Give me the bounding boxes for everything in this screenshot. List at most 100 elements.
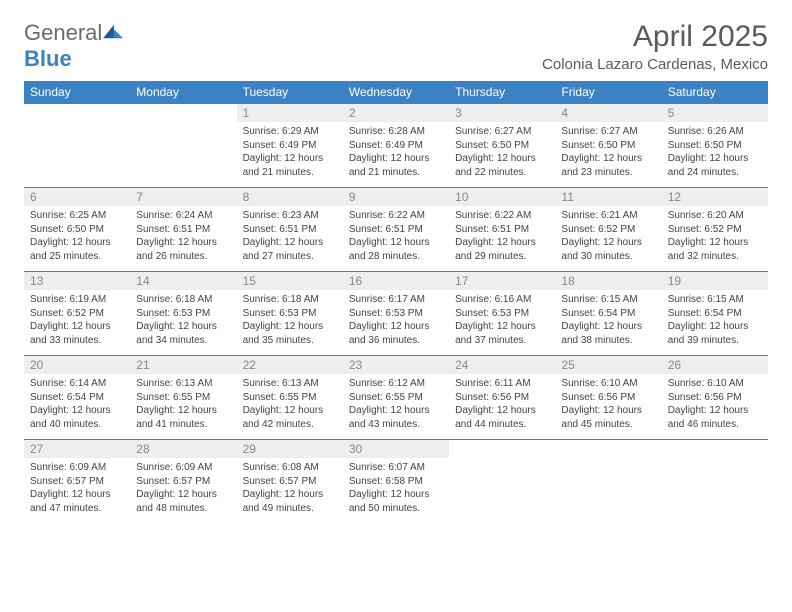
sunrise-value: 6:22 AM (495, 210, 532, 221)
week-data-row: Sunrise: 6:19 AMSunset: 6:52 PMDaylight:… (24, 290, 768, 356)
day-number-cell: 29 (237, 440, 343, 459)
sunrise-value: 6:27 AM (601, 126, 638, 137)
day-data-cell: Sunrise: 6:14 AMSunset: 6:54 PMDaylight:… (24, 374, 130, 440)
day-number-cell: 28 (130, 440, 236, 459)
sunset-label: Sunset: (668, 392, 705, 403)
daylight-label: Daylight: (136, 321, 178, 332)
sunset-value: 6:54 PM (704, 308, 741, 319)
sunset-label: Sunset: (243, 308, 280, 319)
day-number-cell: 15 (237, 272, 343, 291)
day-header: Monday (130, 81, 236, 104)
week-number-row: 12345 (24, 104, 768, 123)
sunrise-value: 6:09 AM (69, 462, 106, 473)
sunset-label: Sunset: (136, 476, 173, 487)
sunset-value: 6:56 PM (492, 392, 529, 403)
day-data-cell: Sunrise: 6:21 AMSunset: 6:52 PMDaylight:… (555, 206, 661, 272)
sunset-label: Sunset: (243, 476, 280, 487)
daylight-label: Daylight: (136, 489, 178, 500)
daylight-label: Daylight: (561, 153, 603, 164)
calendar-table: Sunday Monday Tuesday Wednesday Thursday… (24, 81, 768, 523)
sunset-value: 6:57 PM (173, 476, 210, 487)
sunset-label: Sunset: (136, 308, 173, 319)
day-data-cell: Sunrise: 6:24 AMSunset: 6:51 PMDaylight:… (130, 206, 236, 272)
sunset-label: Sunset: (349, 224, 386, 235)
sunrise-value: 6:25 AM (69, 210, 106, 221)
sunset-label: Sunset: (30, 392, 67, 403)
week-number-row: 20212223242526 (24, 356, 768, 375)
sunset-value: 6:56 PM (598, 392, 635, 403)
day-number-cell: 19 (662, 272, 768, 291)
day-number-cell: 2 (343, 104, 449, 123)
sunrise-value: 6:12 AM (388, 378, 425, 389)
sunset-label: Sunset: (30, 476, 67, 487)
sunrise-value: 6:28 AM (388, 126, 425, 137)
day-number-cell: 1 (237, 104, 343, 123)
daylight-label: Daylight: (349, 237, 391, 248)
day-data-cell: Sunrise: 6:16 AMSunset: 6:53 PMDaylight:… (449, 290, 555, 356)
sunset-label: Sunset: (136, 224, 173, 235)
day-number-cell: 20 (24, 356, 130, 375)
sunset-value: 6:55 PM (386, 392, 423, 403)
sunset-value: 6:51 PM (386, 224, 423, 235)
sunset-value: 6:49 PM (279, 140, 316, 151)
day-data-cell: Sunrise: 6:09 AMSunset: 6:57 PM Daylight:… (130, 458, 236, 523)
sunrise-label: Sunrise: (561, 294, 600, 305)
sunrise-label: Sunrise: (30, 462, 69, 473)
day-data-cell: Sunrise: 6:15 AMSunset: 6:54 PMDaylight:… (555, 290, 661, 356)
day-data-cell (24, 122, 130, 188)
day-data-cell: Sunrise: 6:27 AMSunset: 6:50 PMDaylight:… (449, 122, 555, 188)
day-data-cell: Sunrise: 6:23 AMSunset: 6:51 PMDaylight:… (237, 206, 343, 272)
sunset-value: 6:53 PM (492, 308, 529, 319)
daylight-label: Daylight: (349, 321, 391, 332)
week-data-row: Sunrise: 6:25 AM Sunset: 6:50 PM Daylight:… (24, 206, 768, 272)
daylight-label: Daylight: (30, 489, 72, 500)
day-data-cell (555, 458, 661, 523)
sunrise-value: 6:29 AM (282, 126, 319, 137)
day-number-cell: 14 (130, 272, 236, 291)
week-data-row: Sunrise: 6:14 AMSunset: 6:54 PMDaylight:… (24, 374, 768, 440)
sunset-value: 6:51 PM (492, 224, 529, 235)
day-number-cell: 6 (24, 188, 130, 207)
day-number-cell: 30 (343, 440, 449, 459)
daylight-label: Daylight: (30, 237, 72, 248)
day-data-cell: Sunrise: 6:29 AMSunset: 6:49 PMDaylight:… (237, 122, 343, 188)
sunset-value: 6:57 PM (67, 476, 104, 487)
logo-triangle-icon (102, 22, 124, 40)
day-number-cell: 11 (555, 188, 661, 207)
day-number-cell: 22 (237, 356, 343, 375)
day-data-cell: Sunrise: 6:09 AMSunset: 6:57 PM Daylight:… (24, 458, 130, 523)
sunrise-value: 6:13 AM (282, 378, 319, 389)
sunset-label: Sunset: (561, 308, 598, 319)
sunrise-label: Sunrise: (349, 210, 388, 221)
day-number-cell: 23 (343, 356, 449, 375)
sunset-label: Sunset: (668, 308, 705, 319)
day-number-cell: 25 (555, 356, 661, 375)
sunrise-label: Sunrise: (243, 462, 282, 473)
daylight-label: Daylight: (243, 405, 285, 416)
day-number-cell (130, 104, 236, 123)
daylight-label: Daylight: (455, 405, 497, 416)
day-number-cell (555, 440, 661, 459)
daylight-label: Daylight: (668, 405, 710, 416)
daylight-label: Daylight: (136, 237, 178, 248)
daylight-label: Daylight: (349, 489, 391, 500)
daylight-label: Daylight: (668, 237, 710, 248)
sunrise-value: 6:19 AM (69, 294, 106, 305)
day-number-cell: 18 (555, 272, 661, 291)
sunrise-value: 6:24 AM (176, 210, 213, 221)
day-number-cell: 8 (237, 188, 343, 207)
day-number-cell: 3 (449, 104, 555, 123)
day-number-cell: 24 (449, 356, 555, 375)
sunset-value: 6:55 PM (279, 392, 316, 403)
sunrise-label: Sunrise: (243, 378, 282, 389)
day-data-cell: Sunrise: 6:28 AMSunset: 6:49 PMDaylight:… (343, 122, 449, 188)
sunset-value: 6:50 PM (67, 224, 104, 235)
day-header: Friday (555, 81, 661, 104)
week-number-row: 6789101112 (24, 188, 768, 207)
daylight-label: Daylight: (455, 153, 497, 164)
sunrise-value: 6:10 AM (601, 378, 638, 389)
sunrise-label: Sunrise: (136, 462, 175, 473)
sunrise-value: 6:09 AM (176, 462, 213, 473)
sunset-value: 6:53 PM (386, 308, 423, 319)
logo-text-blue: Blue (24, 46, 72, 71)
